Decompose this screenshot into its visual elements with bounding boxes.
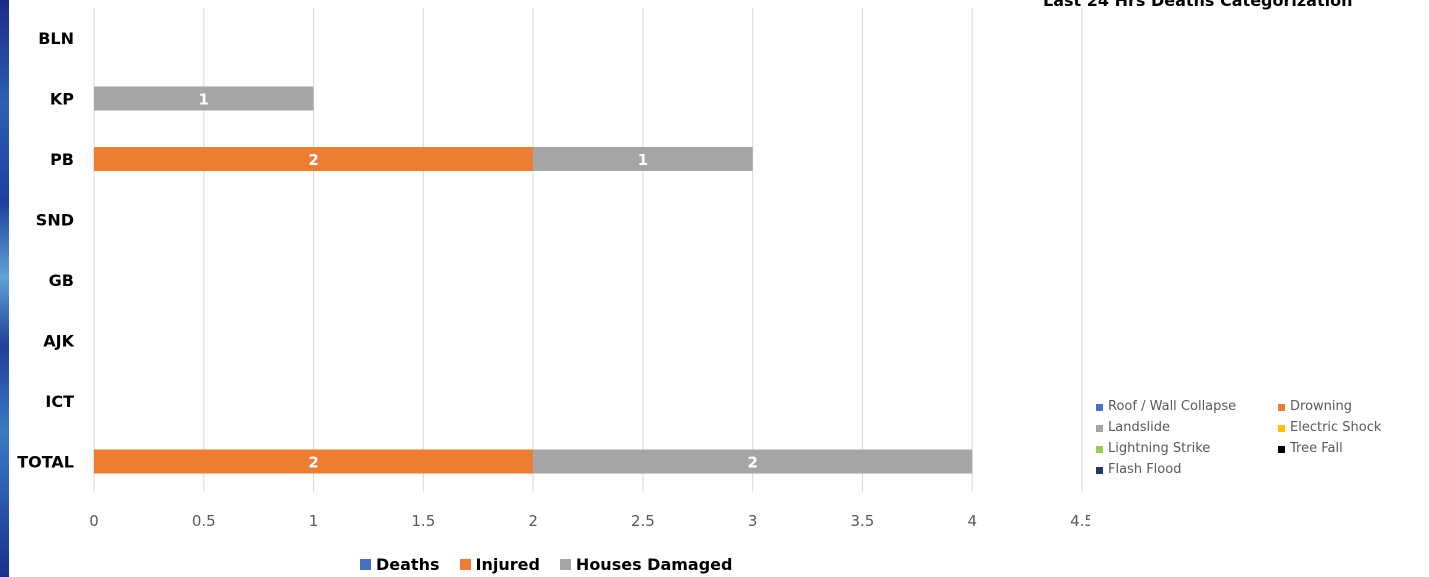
category-legend-item: Drowning xyxy=(1278,398,1416,416)
legend-label: Houses Damaged xyxy=(575,554,733,574)
legend-item: Injured xyxy=(459,554,540,574)
data-labels: 1 2 1 2 2 xyxy=(199,91,758,472)
category-legend-label: Lightning Strike xyxy=(1108,441,1211,456)
bar-segment xyxy=(94,86,314,111)
legend-label: Deaths xyxy=(376,554,440,574)
legend-swatch xyxy=(459,558,471,570)
bar-segment xyxy=(94,147,534,171)
category-label: KP xyxy=(50,90,74,109)
category-legend-item: Tree Fall xyxy=(1278,440,1416,458)
legend-label: Injured xyxy=(475,554,540,574)
data-label: 2 xyxy=(747,454,757,472)
x-tick-label: 0.5 xyxy=(192,512,216,530)
data-label: 2 xyxy=(308,454,318,472)
category-legend-item: Flash Flood xyxy=(1096,461,1278,479)
category-label: SND xyxy=(36,211,74,230)
category-legend-label: Electric Shock xyxy=(1290,420,1382,435)
x-tick-label: 3.5 xyxy=(851,512,875,530)
category-axis: BLN KP PB SND GB AJK ICT TOTAL xyxy=(17,29,74,472)
bar-segment xyxy=(533,449,973,474)
data-label: 1 xyxy=(638,151,648,169)
category-label: TOTAL xyxy=(17,453,74,472)
x-tick-label: 1 xyxy=(309,512,319,530)
data-label: 2 xyxy=(308,151,318,169)
legend-item: Deaths xyxy=(360,555,440,574)
gridlines xyxy=(93,8,1083,492)
category-legend-swatch xyxy=(1096,403,1103,411)
category-label: BLN xyxy=(38,29,74,48)
bar-segment xyxy=(533,147,753,171)
deaths-categorization-title: Last 24 Hrs Deaths Categorization xyxy=(1043,0,1353,10)
category-label: AJK xyxy=(43,332,74,351)
category-legend-swatch xyxy=(1096,466,1103,474)
x-tick-label: 2.5 xyxy=(631,512,655,530)
x-tick-label: 2 xyxy=(528,512,538,530)
chart-legend: Deaths Injured Houses Damaged xyxy=(360,552,732,576)
background-image-strip xyxy=(0,0,9,577)
legend-swatch xyxy=(559,558,571,570)
category-legend-item: Electric Shock xyxy=(1278,419,1416,437)
category-legend-label: Roof / Wall Collapse xyxy=(1108,399,1237,414)
category-legend-item: Landslide xyxy=(1096,419,1278,437)
x-tick-label: 3 xyxy=(748,512,758,530)
category-legend-item: Roof / Wall Collapse xyxy=(1096,398,1278,416)
category-legend-label: Flash Flood xyxy=(1108,462,1182,477)
x-tick-label: 1.5 xyxy=(411,512,435,530)
x-tick-label: 0 xyxy=(89,512,99,530)
legend-item: Houses Damaged xyxy=(559,554,733,574)
category-legend-label: Tree Fall xyxy=(1290,441,1343,456)
category-legend-swatch xyxy=(1278,403,1285,411)
bar-segment xyxy=(94,449,534,474)
x-tick-label: 4.5 xyxy=(1070,512,1090,530)
category-legend-label: Drowning xyxy=(1290,399,1352,414)
value-axis: 0 0.5 1 1.5 2 2.5 3 3.5 4 4.5 xyxy=(89,512,1090,530)
stacked-bar-chart: 1 2 1 2 2 BLN KP PB SND GB AJK ICT TOTAL 0 0.5 1 1.5 2 2… xyxy=(17,8,1090,530)
category-label: GB xyxy=(49,271,74,290)
deaths-categorization-legend: Roof / Wall Collapse Drowning Landslide Ele… xyxy=(1096,398,1416,479)
category-legend-label: Landslide xyxy=(1108,420,1170,435)
category-legend-swatch xyxy=(1096,445,1103,453)
category-legend-swatch xyxy=(1278,445,1285,453)
bars xyxy=(94,86,973,474)
legend-swatch xyxy=(360,558,371,570)
category-label: PB xyxy=(50,150,74,169)
x-tick-label: 4 xyxy=(967,512,977,530)
category-legend-swatch xyxy=(1096,424,1103,432)
category-legend-item: Lightning Strike xyxy=(1096,440,1278,458)
data-label: 1 xyxy=(199,91,209,109)
category-label: ICT xyxy=(45,392,74,411)
category-legend-swatch xyxy=(1278,424,1285,432)
